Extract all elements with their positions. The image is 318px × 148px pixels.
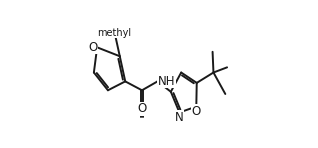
Text: N: N: [175, 111, 184, 124]
Text: methyl: methyl: [98, 28, 132, 38]
Text: NH: NH: [157, 75, 175, 88]
Text: O: O: [192, 105, 201, 118]
Text: O: O: [137, 102, 147, 115]
Text: O: O: [89, 41, 98, 54]
